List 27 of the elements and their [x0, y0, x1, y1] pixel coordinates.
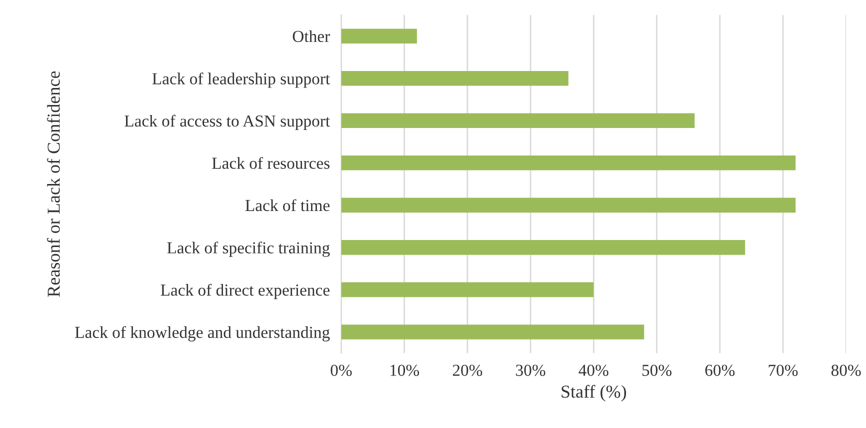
y-tick-label: Lack of specific training — [167, 242, 330, 257]
y-tick-label: Lack of leadership support — [152, 72, 330, 88]
x-tick-label: 60% — [705, 364, 735, 376]
y-tick-label: Lack of access to ASN support — [124, 114, 330, 130]
bar — [341, 28, 417, 44]
y-tick-label: Lack of knowledge and understanding — [75, 326, 330, 342]
x-tick-label: 70% — [768, 364, 798, 376]
bar — [341, 282, 594, 298]
x-tick-label: 40% — [578, 364, 608, 376]
x-tick-label: 80% — [831, 364, 861, 376]
y-tick-label: Other — [292, 30, 330, 42]
y-axis-title: Reasonf or Lack of Confidence — [46, 71, 60, 297]
bar — [341, 324, 644, 340]
x-tick-label: 30% — [516, 364, 546, 376]
x-axis-title: Staff (%) — [562, 384, 626, 402]
bar — [341, 198, 796, 213]
bar — [341, 113, 695, 128]
x-tick-label: 50% — [642, 364, 672, 376]
x-tick-label: 10% — [390, 364, 420, 376]
bar — [341, 70, 568, 86]
y-tick-label: Lack of direct experience — [160, 284, 330, 300]
y-tick-label: Lack of time — [245, 199, 330, 212]
bar — [341, 240, 746, 255]
x-tick-label: 20% — [452, 364, 482, 376]
y-tick-label: Lack of resources — [212, 156, 330, 169]
bar — [341, 156, 796, 170]
x-tick-label: 0% — [330, 364, 352, 376]
